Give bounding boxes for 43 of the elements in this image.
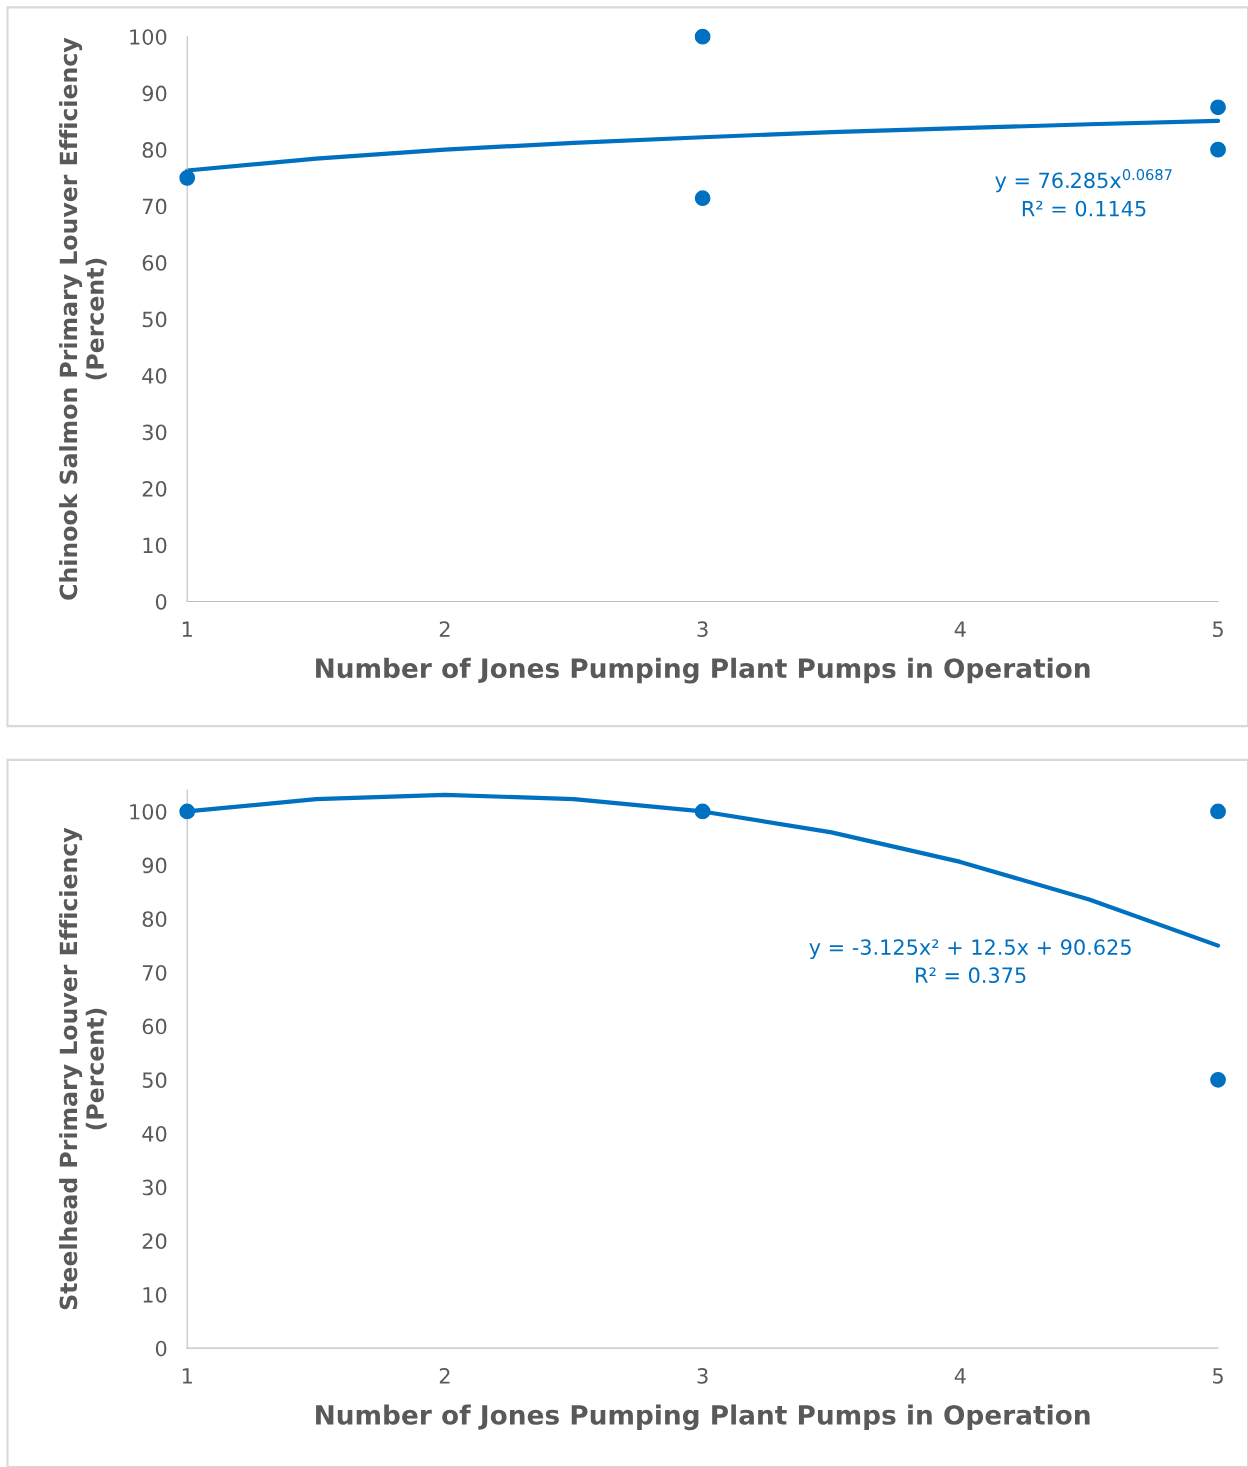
y-tick-label: 100 [130,803,167,820]
x-axis-title: Number of Jones Pumping Plant Pumps in Operation [316,1404,1090,1431]
y-axis-title: Chinook Salmon Primary Louver Efficiency (Percent) [59,37,107,600]
y-tick-label: 50 [142,1072,167,1089]
point [694,28,711,45]
y-tick-label: 80 [142,142,167,158]
x-tick-label: 2 [439,1367,450,1384]
x-axis-title: Number of Jones Pumping Plant Pumps in Operation [316,657,1090,684]
y-tick-label: 70 [142,964,167,981]
text: y = 76.285x$^{0.0687}$ R² = 0.1145 [995,169,1172,217]
y-axis-title: Steelhead Primary Louver Efficiency (Percent) [59,827,107,1310]
x-tick-label: 3 [697,621,708,638]
y-tick-label: 90 [142,85,167,102]
y-tick-label: 30 [142,1179,167,1196]
y-tick-label: 70 [142,198,167,215]
point [1210,99,1226,116]
y-tick-label: 10 [143,537,167,554]
x-tick-label: 4 [954,1368,966,1384]
x-tick-label: 1 [182,621,192,637]
y-tick-label: 30 [142,424,167,441]
point [1210,141,1226,158]
x-tick-label: 5 [1213,1368,1223,1384]
y-tick-label: 0 [155,1340,167,1357]
point [694,190,711,207]
y-tick-label: 0 [155,593,167,610]
y-tick-label: 60 [142,255,167,271]
y-tick-label: 100 [130,29,167,45]
y-tick-label: 40 [142,1125,167,1142]
x-tick-label: 2 [439,621,450,637]
y-tick-label: 10 [143,1286,167,1303]
x-tick-label: 1 [182,1368,192,1384]
y-tick-label: 90 [142,857,167,874]
y-tick-label: 60 [142,1018,167,1035]
y-tick-label: 40 [142,368,167,384]
x-tick-label: 3 [697,1367,708,1384]
point [179,170,196,186]
y-tick-label: 50 [142,311,167,328]
y-tick-label: 20 [142,1233,167,1250]
annotation: y = -3.125x² + 12.5x + 90.625 R² = 0.375 [809,939,1131,984]
y-tick-label: 20 [142,480,167,497]
x-tick-label: 5 [1213,621,1223,638]
x-tick-label: 4 [954,621,966,637]
y-tick-label: 80 [142,911,167,927]
